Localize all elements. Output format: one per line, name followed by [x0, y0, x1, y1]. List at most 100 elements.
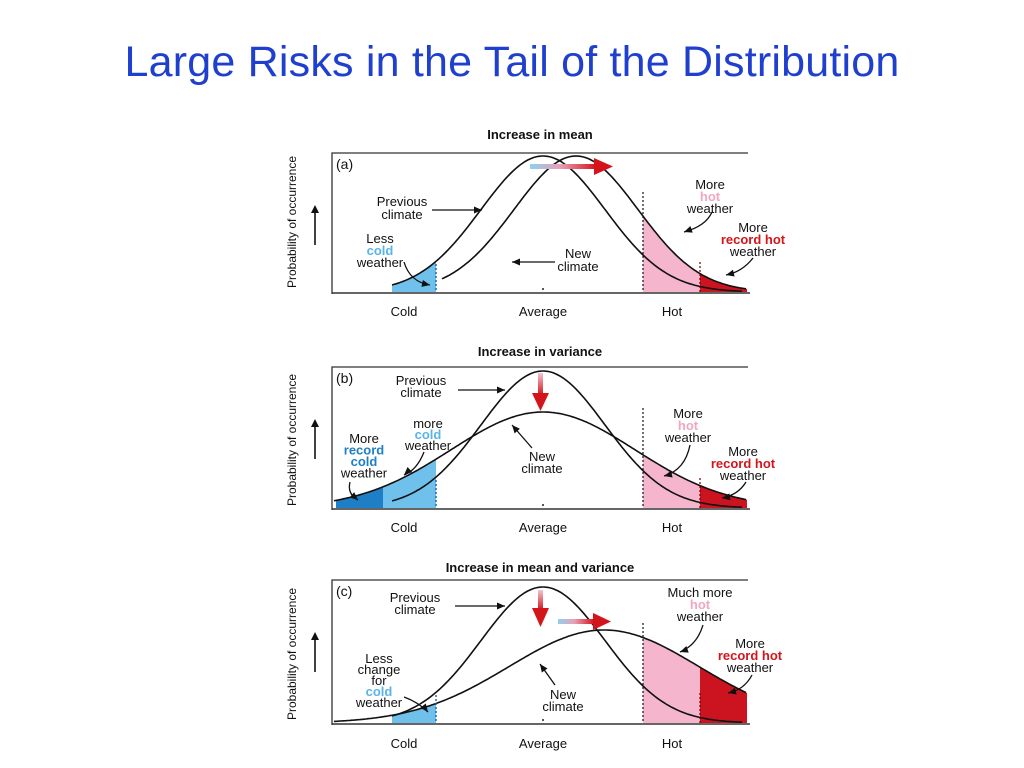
new-climate-pointer [539, 663, 556, 686]
more-hot-pointer [683, 211, 713, 233]
less-change-cold-label-line-5: weather [355, 695, 403, 710]
panel-c: Probability of occurrence [285, 579, 750, 725]
more-record-hot-label-line-3: weather [719, 468, 767, 483]
y-axis-up-arrow [311, 632, 319, 672]
record-hot-area [700, 485, 747, 508]
previous-climate-label-line-2: climate [381, 207, 422, 222]
more-hot-label-line-3: weather [664, 430, 712, 445]
panel-title: Increase in mean [487, 127, 593, 142]
more-hot-label-line-1: More [673, 406, 703, 421]
mean-shift-arrow [530, 158, 613, 175]
previous-climate-label-line-1: Previous [396, 373, 447, 388]
new-climate-label-line-1: New [550, 687, 577, 702]
panel-letter: (a) [336, 156, 353, 172]
panel-letter: (c) [336, 583, 352, 599]
tick-hot: Hot [662, 736, 683, 751]
new-climate-curve [333, 629, 747, 723]
new-climate-curve [333, 411, 747, 502]
record-hot-area [700, 667, 747, 723]
plot-frame [331, 152, 748, 294]
panel-title: Increase in mean and variance [446, 560, 635, 575]
more-hot-label-line-1: More [695, 177, 725, 192]
new-climate-label-line-1: New [529, 449, 556, 464]
tick-average: Average [519, 520, 567, 535]
more-record-hot-label-line-1: More [728, 444, 758, 459]
tick-hot: Hot [662, 520, 683, 535]
less-change-cold-pointer [403, 696, 429, 713]
previous-climate-curve [391, 370, 743, 508]
more-record-hot-pointer [725, 257, 754, 277]
more-record-hot-label-line-1: More [738, 220, 768, 235]
more-cold-label-line-3: weather [404, 438, 452, 453]
more-cold-pointer [403, 451, 425, 476]
y-axis-label: Probability of occurrence [285, 156, 299, 288]
cold-area [383, 459, 436, 508]
new-climate-label-line-2: climate [557, 259, 598, 274]
record-hot-area [700, 273, 747, 292]
more-hot-label-line-2: hot [678, 418, 699, 433]
new-climate-pointer [512, 258, 555, 266]
variance-down-arrow [532, 373, 549, 411]
less-cold-label-line-3: weather [356, 255, 404, 270]
y-axis-label: Probability of occurrence [285, 374, 299, 506]
panel-a: Probability of occurrence [285, 152, 750, 294]
much-more-hot-label-line-3: weather [676, 609, 724, 624]
less-cold-label-line-2: cold [367, 243, 394, 258]
more-cold-label-line-1: more [413, 416, 443, 431]
new-climate-label-line-2: climate [521, 461, 562, 476]
new-climate-label-line-1: New [565, 246, 592, 261]
mean-shift-arrow [558, 613, 611, 630]
new-climate-label-line-2: climate [542, 699, 583, 714]
y-axis-label: Probability of occurrence [285, 588, 299, 720]
more-hot-label-line-2: hot [700, 189, 721, 204]
previous-climate-pointer [432, 206, 482, 214]
less-change-cold-label-line-1: Less [365, 651, 393, 666]
more-record-hot-label-line-2: record hot [718, 648, 783, 663]
tick-hot: Hot [662, 304, 683, 319]
panel-b: Probability of occurrence [285, 366, 750, 510]
previous-climate-label-line-2: climate [400, 385, 441, 400]
less-cold-pointer [403, 261, 431, 287]
previous-climate-label-line-2: climate [394, 602, 435, 617]
much-more-hot-pointer [679, 624, 704, 653]
more-record-hot-pointer [727, 674, 753, 695]
less-change-cold-label-line-3: for [371, 673, 387, 688]
more-record-cold-pointer [348, 481, 359, 501]
more-record-hot-label-line-3: weather [726, 660, 774, 675]
previous-climate-label-line-1: Previous [390, 590, 441, 605]
less-change-cold-label-line-4: cold [366, 684, 393, 699]
tick-cold: Cold [391, 520, 418, 535]
more-record-hot-label-line-2: record hot [711, 456, 776, 471]
more-record-hot-label-line-3: weather [729, 244, 777, 259]
tick-average: Average [519, 736, 567, 751]
tick-cold: Cold [391, 304, 418, 319]
panel-letter: (b) [336, 370, 353, 386]
y-axis-up-arrow [311, 419, 319, 459]
variance-down-arrow [532, 590, 549, 627]
hot-area [643, 454, 700, 508]
previous-climate-label-line-1: Previous [377, 194, 428, 209]
more-record-hot-label-line-2: record hot [721, 232, 786, 247]
more-record-cold-label-line-3: cold [351, 454, 378, 469]
previous-climate-curve [391, 586, 743, 723]
record-cold-area [336, 486, 383, 508]
more-record-hot-pointer [721, 481, 747, 501]
more-hot-label-line-3: weather [686, 201, 734, 216]
previous-climate-pointer [458, 386, 505, 394]
more-hot-pointer [663, 444, 691, 478]
previous-climate-pointer [455, 602, 505, 610]
much-more-hot-label-line-2: hot [690, 597, 711, 612]
less-cold-label-line-1: Less [366, 231, 394, 246]
more-record-cold-label-line-2: record [344, 443, 385, 458]
tick-cold: Cold [391, 736, 418, 751]
much-more-hot-label-line-1: Much more [667, 585, 732, 600]
less-change-cold-label-line-2: change [358, 662, 401, 677]
tick-average: Average [519, 304, 567, 319]
more-record-hot-label-line-1: More [735, 636, 765, 651]
new-climate-pointer [511, 424, 533, 449]
more-cold-label-line-2: cold [415, 427, 442, 442]
panel-title: Increase in variance [478, 344, 602, 359]
plot-frame [331, 579, 748, 725]
more-record-cold-label-line-1: More [349, 431, 379, 446]
y-axis-up-arrow [311, 205, 319, 245]
